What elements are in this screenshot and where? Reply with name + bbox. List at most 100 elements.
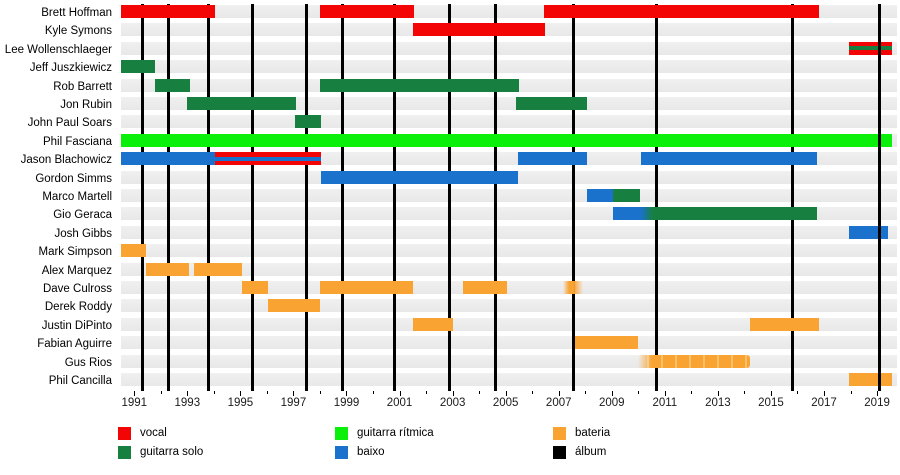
membership-bar-bateria xyxy=(749,317,819,331)
axis-year-label: 2013 xyxy=(705,397,731,409)
axis-tick xyxy=(373,391,375,394)
secondary-role-stripe-guitarra-solo xyxy=(849,46,892,51)
membership-bar-vocal xyxy=(121,5,216,18)
membership-bar-guitarra-solo xyxy=(613,189,640,202)
axis-year-label: 2017 xyxy=(811,397,837,409)
membership-bar-bateria xyxy=(412,317,453,331)
axis-tick xyxy=(399,391,401,396)
album-release-line xyxy=(167,4,171,391)
member-name: Kyle Symons xyxy=(44,25,112,38)
membership-bar-vocal xyxy=(412,23,546,37)
axis-tick xyxy=(160,391,162,394)
axis-tick xyxy=(346,391,348,396)
legend-column-2: guitarra rítmica baixo xyxy=(335,424,434,462)
membership-bar-guitarra-solo xyxy=(155,78,190,92)
membership-bar-baixo xyxy=(640,152,818,166)
axis-tick xyxy=(452,391,454,396)
plot-area xyxy=(121,4,897,391)
guitarra-ritmica-color-swatch xyxy=(335,426,348,440)
member-name: Gio Geraca xyxy=(53,209,112,222)
membership-bar-bateria xyxy=(638,354,750,368)
member-name-column: Brett Hoffman Kyle Symons Lee Wollenschlae… xyxy=(0,4,116,392)
axis-year-label: 2005 xyxy=(492,397,519,409)
album-release-line xyxy=(392,4,396,391)
member-name: Marco Martell xyxy=(42,191,112,203)
row-band xyxy=(121,60,897,74)
axis-tick xyxy=(532,391,534,394)
axis-tick xyxy=(187,391,189,396)
membership-bar-baixo xyxy=(849,225,888,239)
axis-tick xyxy=(213,391,215,394)
member-name: Jason Blachowicz xyxy=(20,154,112,167)
membership-bar-bateria xyxy=(319,281,413,294)
row-band xyxy=(121,225,897,239)
row-band xyxy=(121,299,897,313)
member-name: Justin DiPinto xyxy=(41,319,112,332)
member-name: Dave Culross xyxy=(42,283,112,295)
album-color-swatch xyxy=(553,445,566,459)
row-band xyxy=(121,244,897,258)
membership-bar-baixo xyxy=(517,152,587,166)
legend-label: bateria xyxy=(575,427,611,439)
album-release-line xyxy=(790,4,794,391)
membership-bar-bateria xyxy=(241,281,269,294)
legend-column-3: bateria álbum xyxy=(553,424,610,462)
axis-tick xyxy=(293,391,295,396)
membership-bar-bateria xyxy=(121,244,147,258)
membership-bar-guitarra-ritmica xyxy=(121,133,892,147)
legend-column-1: vocal guitarra solo xyxy=(118,424,203,462)
legend-item-guitarra-solo: guitarra solo xyxy=(118,443,203,461)
membership-bar-bateria xyxy=(463,281,507,294)
member-name: Gus Rios xyxy=(64,356,112,369)
membership-bar-guitarra-solo xyxy=(516,97,587,110)
membership-bar-baixo xyxy=(121,152,216,166)
axis-tick xyxy=(824,391,826,396)
axis-year-label: 1995 xyxy=(227,397,254,409)
legend-label: álbum xyxy=(575,446,607,458)
album-release-line xyxy=(493,4,497,391)
member-name: Gordon Simms xyxy=(35,172,112,185)
legend-item-baixo: baixo xyxy=(335,443,434,461)
axis-year-label: 2019 xyxy=(864,397,890,409)
legend-label: guitarra rítmica xyxy=(357,427,434,439)
row-band xyxy=(121,262,897,276)
axis-year-label: 1991 xyxy=(121,397,148,409)
row-band xyxy=(121,281,897,294)
membership-bar-bateria xyxy=(268,299,320,313)
membership-bar-vocal xyxy=(849,41,892,55)
member-name: Rob Barrett xyxy=(53,80,112,93)
membership-bar-guitarra-solo xyxy=(640,207,818,221)
membership-bar-bateria xyxy=(146,262,189,276)
axis-tick xyxy=(585,391,587,394)
axis-tick xyxy=(558,391,560,396)
member-name: Brett Hoffman xyxy=(41,7,112,19)
member-name: Mark Simpson xyxy=(38,246,113,259)
legend-item-album: álbum xyxy=(553,443,610,461)
album-release-line xyxy=(571,4,575,391)
axis-tick xyxy=(266,391,268,394)
album-release-line xyxy=(341,4,345,391)
row-band xyxy=(121,41,897,55)
membership-bar-guitarra-solo xyxy=(294,115,322,129)
axis-tick xyxy=(691,391,693,394)
album-release-line xyxy=(448,4,452,391)
axis-year-label: 2003 xyxy=(439,397,466,409)
row-band xyxy=(121,317,897,331)
row-band xyxy=(121,97,897,110)
member-name: Jeff Juszkiewicz xyxy=(29,62,112,75)
album-release-line xyxy=(878,4,882,391)
axis-year-label: 2009 xyxy=(598,397,625,409)
axis-tick xyxy=(850,391,852,394)
album-release-line xyxy=(250,4,254,391)
membership-bar-bateria xyxy=(562,281,583,294)
axis-tick xyxy=(797,391,799,394)
axis-year-label: 2007 xyxy=(545,397,572,409)
baixo-color-swatch xyxy=(335,445,348,459)
member-name: Phil Fasciana xyxy=(42,135,112,148)
membership-bar-guitarra-solo xyxy=(319,78,519,92)
axis-tick xyxy=(770,391,772,396)
row-band xyxy=(121,354,897,368)
member-name: Phil Cancilla xyxy=(48,375,112,387)
membership-bar-vocal xyxy=(215,152,322,166)
membership-bar-baixo xyxy=(586,189,614,202)
